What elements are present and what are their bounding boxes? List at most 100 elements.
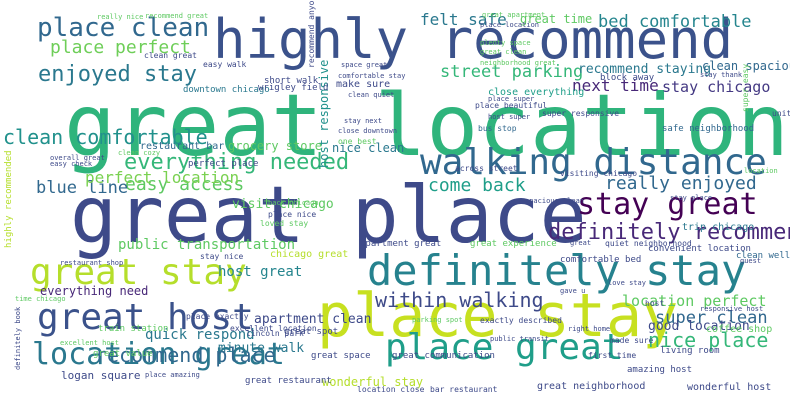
cloud-word: quick respond	[145, 327, 255, 343]
cloud-word: place exactly	[186, 312, 249, 321]
cloud-word: bus stop	[478, 124, 517, 133]
cloud-word: really enjoyed	[605, 173, 757, 194]
cloud-word: location	[744, 167, 778, 175]
cloud-word: restaurant shop	[60, 259, 124, 267]
cloud-word: amazing host	[627, 365, 693, 375]
cloud-word: easy check	[50, 160, 93, 168]
cloud-word: great stay	[30, 252, 247, 293]
cloud-word: made sure	[610, 336, 654, 345]
cloud-word: apartment clean	[254, 312, 372, 327]
cloud-word: lincoln park	[246, 329, 304, 338]
cloud-word: stay place	[670, 194, 713, 202]
cloud-word: clean quiet	[348, 91, 395, 99]
cloud-word: wonderful host	[687, 382, 772, 393]
cloud-word: short walk	[264, 76, 319, 86]
cloud-word: public transit	[490, 335, 550, 343]
cloud-word: public transportation	[118, 237, 296, 253]
cloud-word: quiet neighborhood	[605, 239, 692, 248]
cloud-word: back chicago	[268, 199, 319, 207]
cloud-word: great place	[70, 171, 587, 261]
cloud-word: enjoyed stay	[38, 62, 197, 87]
cloud-word: visit chicago	[232, 197, 334, 212]
cloud-word: minute walk	[218, 341, 305, 356]
cloud-word: definitely stay	[367, 246, 747, 295]
cloud-word: excellent location	[230, 324, 317, 333]
cloud-word: parking spot	[412, 316, 463, 324]
cloud-word: close downtown	[338, 127, 398, 135]
cloud-word: host super	[488, 113, 531, 121]
cloud-word: comfortable bed	[560, 255, 642, 265]
cloud-word: safe neighborhood	[662, 124, 755, 134]
cloud-word: living room	[660, 346, 720, 356]
cloud-word: great time	[520, 12, 593, 26]
cloud-word: wonderful stay	[322, 375, 424, 389]
cloud-word: guest	[740, 257, 762, 265]
cloud-word: responsive host	[700, 305, 764, 313]
cloud-word: place stay	[317, 281, 679, 351]
cloud-word: one best	[338, 137, 377, 146]
cloud-word: perfect place	[188, 159, 259, 169]
cloud-word: recommend place	[95, 343, 276, 367]
cloud-word: great clean	[480, 48, 527, 56]
cloud-word: great	[570, 239, 592, 247]
cloud-word: come back	[428, 175, 526, 196]
cloud-word: place beautiful	[475, 101, 548, 110]
cloud-word: definitely recommend	[548, 220, 790, 245]
cloud-word: street parking	[440, 62, 584, 82]
cloud-word: bed comfortable	[598, 12, 752, 32]
cloud-word: clean spacious	[702, 59, 790, 73]
cloud-word: stay chicago	[662, 78, 771, 96]
cloud-word: time chicago	[15, 295, 66, 303]
cloud-word: recommend great	[145, 12, 209, 20]
cloud-word: felt safe	[420, 10, 507, 29]
cloud-word: stay great	[577, 187, 758, 222]
cloud-word: location close	[357, 385, 425, 394]
cloud-word: highly recommended	[4, 150, 14, 248]
cloud-word: location great	[32, 337, 285, 372]
cloud-word: trip chicago	[682, 222, 755, 233]
cloud-word: stay thank	[700, 71, 743, 79]
cloud-word: excellent host	[60, 339, 120, 347]
cloud-word: overall great	[50, 154, 105, 162]
cloud-word: great experience	[470, 239, 557, 249]
cloud-word: everything needed	[124, 150, 350, 175]
cloud-word: stay next	[344, 117, 382, 125]
cloud-word: great location	[64, 76, 789, 176]
cloud-word: perfect location	[85, 168, 240, 187]
cloud-word: host great	[218, 264, 303, 280]
cloud-word: spacious clean	[525, 197, 585, 205]
cloud-word: place super	[488, 95, 535, 103]
cloud-word: right home	[568, 325, 611, 333]
cloud-word: place amazing	[145, 371, 200, 379]
cloud-word: exactly described	[480, 316, 562, 325]
cloud-word: love stay	[608, 279, 646, 287]
cloud-word: grocery store	[228, 139, 322, 153]
cloud-word: logan square	[61, 369, 141, 382]
cloud-word: easy access	[125, 174, 245, 195]
cloud-word: comfortable stay	[338, 72, 406, 80]
cloud-word: train station	[98, 324, 169, 334]
cloud-word: highly recommend	[213, 8, 734, 71]
cloud-word: everything need	[40, 284, 149, 298]
cloud-word: make sure	[336, 79, 391, 90]
cloud-word: coffee shop	[706, 324, 773, 335]
cloud-word: great communication	[392, 351, 495, 361]
cloud-word: across street	[455, 164, 518, 173]
cloud-word: gave u	[560, 287, 586, 295]
cloud-word: place perfect	[50, 37, 191, 58]
cloud-word: place location	[480, 21, 540, 29]
cloud-word: unit	[772, 109, 790, 118]
cloud-word: host	[645, 299, 665, 308]
cloud-word: first time	[588, 351, 637, 360]
cloud-word: definitely book	[14, 306, 22, 370]
cloud-word: neighborhood great	[480, 59, 556, 67]
cloud-word: super easy	[741, 63, 750, 112]
cloud-word: really nice	[97, 13, 144, 21]
cloud-word: walking distance	[420, 142, 767, 183]
cloud-word: clean cozy	[118, 149, 161, 157]
cloud-word: great neighborhood	[537, 381, 646, 392]
cloud-word: recommend anyone	[307, 0, 316, 68]
cloud-word: apartment great	[360, 239, 442, 249]
cloud-word: close everything	[488, 87, 585, 98]
